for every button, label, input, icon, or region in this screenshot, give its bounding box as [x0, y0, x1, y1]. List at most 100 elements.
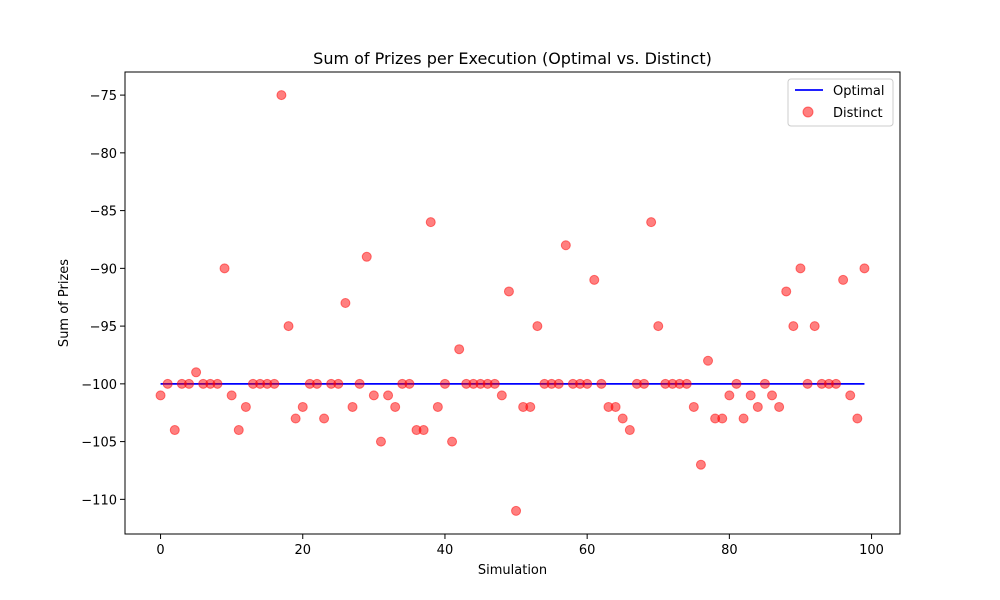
distinct-point [432, 401, 443, 412]
distinct-point [290, 413, 301, 424]
distinct-point [695, 459, 706, 470]
distinct-point [404, 378, 415, 389]
distinct-point [745, 390, 756, 401]
distinct-point [724, 390, 735, 401]
y-tick-label: −80 [90, 147, 117, 162]
distinct-point [447, 436, 458, 447]
distinct-point [809, 321, 820, 332]
distinct-point [354, 378, 365, 389]
plot-frame [124, 71, 901, 535]
y-axis: −75 −80 −85 −90 −95 −100 −105 −110 [81, 89, 125, 508]
distinct-point [717, 413, 728, 424]
distinct-point [738, 413, 749, 424]
distinct-point [375, 436, 386, 447]
distinct-point [759, 378, 770, 389]
y-tick-label: −105 [81, 436, 117, 451]
distinct-point [283, 321, 294, 332]
x-axis-label: Simulation [478, 563, 547, 578]
distinct-point [233, 425, 244, 436]
distinct-point [560, 240, 571, 251]
distinct-point [653, 321, 664, 332]
y-tick-label: −90 [90, 262, 117, 277]
distinct-point [589, 274, 600, 285]
distinct-point [831, 378, 842, 389]
distinct-point [191, 367, 202, 378]
y-axis-label: Sum of Prizes [57, 259, 72, 347]
distinct-point [183, 378, 194, 389]
distinct-point [333, 378, 344, 389]
x-tick-label: 20 [294, 543, 311, 558]
distinct-point [212, 378, 223, 389]
distinct-point [795, 263, 806, 274]
distinct-point [838, 274, 849, 285]
distinct-point [503, 286, 514, 297]
distinct-point [297, 401, 308, 412]
distinct-point [361, 251, 372, 262]
distinct-point [511, 505, 522, 516]
distinct-point [525, 401, 536, 412]
x-tick-label: 60 [579, 543, 596, 558]
distinct-point [688, 401, 699, 412]
distinct-point [347, 401, 358, 412]
distinct-point [489, 378, 500, 389]
distinct-point [852, 413, 863, 424]
distinct-point [610, 401, 621, 412]
distinct-point [731, 378, 742, 389]
legend-optimal-label: Optimal [833, 84, 884, 99]
distinct-point [319, 413, 330, 424]
x-tick-label: 80 [721, 543, 738, 558]
distinct-point [802, 378, 813, 389]
x-tick-label: 0 [156, 543, 164, 558]
x-tick-label: 100 [859, 543, 884, 558]
distinct-point [767, 390, 778, 401]
distinct-point [226, 390, 237, 401]
distinct-point [845, 390, 856, 401]
distinct-point [169, 425, 180, 436]
distinct-point [439, 378, 450, 389]
chart-title: Sum of Prizes per Execution (Optimal vs.… [313, 49, 712, 68]
distinct-point [617, 413, 628, 424]
distinct-point [624, 425, 635, 436]
plot-area [125, 72, 900, 534]
distinct-point [774, 401, 785, 412]
distinct-point [703, 355, 714, 366]
y-tick-label: −75 [90, 89, 117, 104]
distinct-point [368, 390, 379, 401]
distinct-series [155, 90, 870, 516]
distinct-point [752, 401, 763, 412]
distinct-point [639, 378, 650, 389]
y-tick-label: −100 [81, 378, 117, 393]
distinct-point [425, 217, 436, 228]
distinct-point [155, 390, 166, 401]
distinct-point [496, 390, 507, 401]
y-tick-label: −110 [81, 493, 117, 508]
distinct-point [781, 286, 792, 297]
distinct-point [596, 378, 607, 389]
distinct-point [162, 378, 173, 389]
distinct-point [418, 425, 429, 436]
distinct-point [340, 298, 351, 308]
x-axis: 0 20 40 60 80 100 [156, 534, 884, 558]
distinct-point [788, 321, 799, 332]
distinct-point [390, 401, 401, 412]
distinct-point [219, 263, 230, 274]
distinct-point [553, 378, 564, 389]
distinct-point [240, 401, 251, 412]
y-tick-label: −95 [90, 320, 117, 335]
distinct-point [311, 378, 322, 389]
distinct-point [276, 90, 287, 101]
legend-distinct-swatch [802, 106, 814, 118]
legend: Optimal Distinct [787, 78, 894, 127]
distinct-point [269, 378, 280, 389]
legend-distinct-label: Distinct [833, 106, 883, 121]
distinct-point [681, 378, 692, 389]
distinct-point [454, 344, 465, 355]
distinct-point [532, 321, 543, 332]
distinct-point [383, 390, 394, 401]
x-tick-label: 40 [437, 543, 454, 558]
distinct-point [859, 263, 870, 274]
distinct-point [646, 217, 657, 228]
distinct-point [582, 378, 593, 389]
y-tick-label: −85 [90, 205, 117, 220]
